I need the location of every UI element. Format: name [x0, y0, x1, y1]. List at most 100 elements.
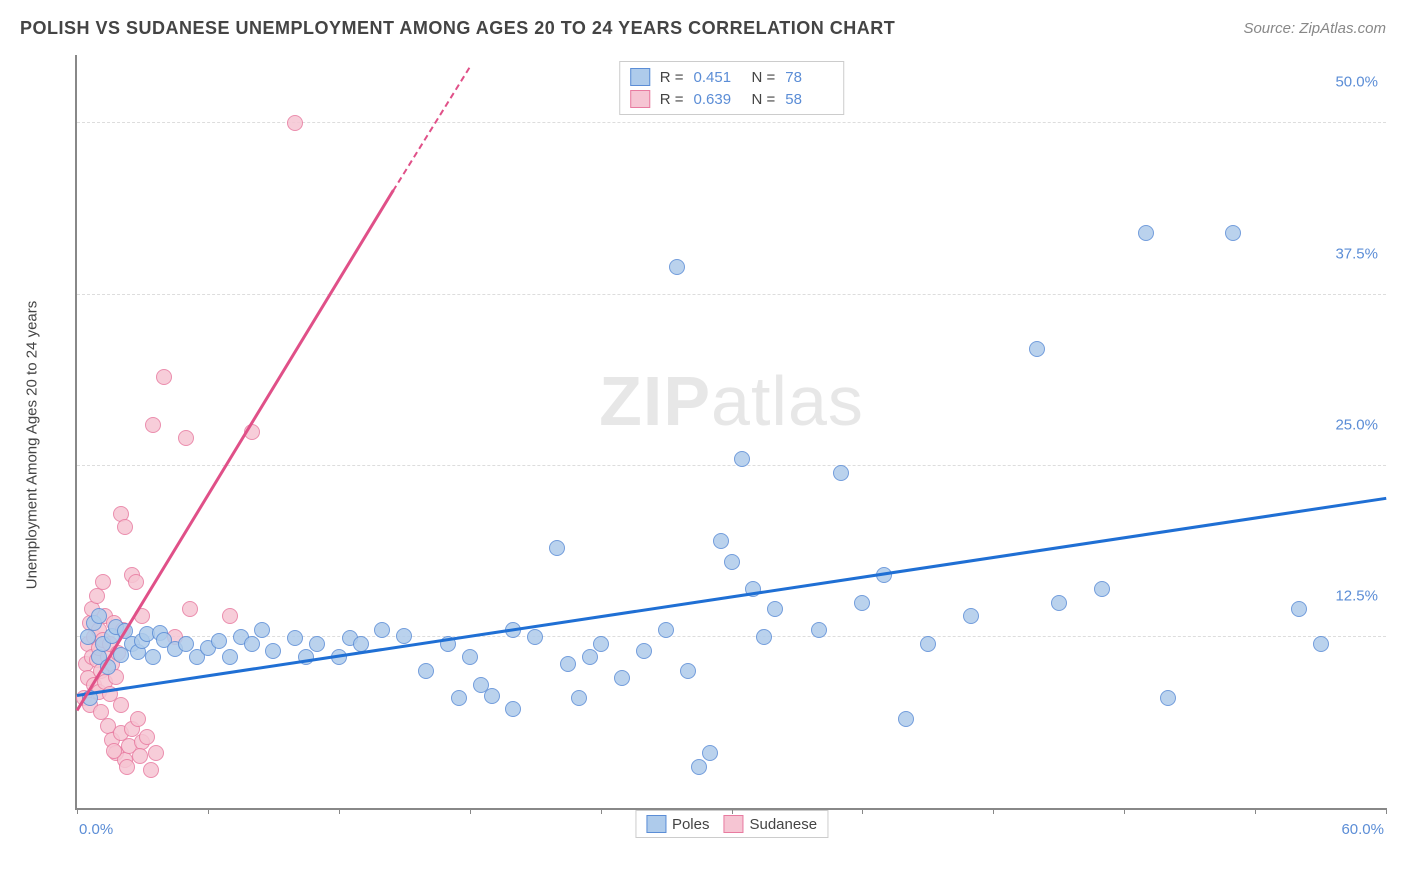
- gridline: [77, 636, 1386, 637]
- data-point: [582, 649, 598, 665]
- data-point: [527, 629, 543, 645]
- data-point: [418, 663, 434, 679]
- swatch-poles: [630, 68, 650, 86]
- gridline: [77, 465, 1386, 466]
- data-point: [1051, 595, 1067, 611]
- n-label: N =: [752, 69, 776, 86]
- data-point: [128, 574, 144, 590]
- data-point: [178, 430, 194, 446]
- data-point: [1094, 581, 1110, 597]
- data-point: [734, 451, 750, 467]
- data-point: [680, 663, 696, 679]
- data-point: [691, 759, 707, 775]
- data-point: [451, 690, 467, 706]
- source-label: Source: ZipAtlas.com: [1243, 20, 1386, 37]
- watermark: ZIPatlas: [599, 361, 864, 441]
- data-point: [1160, 690, 1176, 706]
- data-point: [91, 608, 107, 624]
- n-label: N =: [752, 91, 776, 108]
- data-point: [95, 574, 111, 590]
- data-point: [309, 636, 325, 652]
- data-point: [462, 649, 478, 665]
- data-point: [287, 630, 303, 646]
- r-label: R =: [660, 69, 684, 86]
- plot-region: ZIPatlas R = 0.451 N = 78 R = 0.639 N = …: [75, 55, 1386, 810]
- data-point: [505, 701, 521, 717]
- r-label: R =: [660, 91, 684, 108]
- data-point: [156, 369, 172, 385]
- y-axis-label: Unemployment Among Ages 20 to 24 years: [24, 301, 41, 590]
- data-point: [1138, 225, 1154, 241]
- x-tick-mark: [208, 808, 209, 814]
- data-point: [756, 629, 772, 645]
- stats-row-poles: R = 0.451 N = 78: [630, 66, 834, 88]
- legend-label-poles: Poles: [672, 816, 710, 833]
- r-value-sudanese: 0.639: [694, 91, 742, 108]
- data-point: [396, 628, 412, 644]
- trend-line: [392, 67, 470, 191]
- data-point: [658, 622, 674, 638]
- swatch-sudanese: [630, 90, 650, 108]
- x-tick-max: 60.0%: [1341, 821, 1384, 838]
- data-point: [106, 743, 122, 759]
- legend: Poles Sudanese: [635, 810, 828, 838]
- x-tick-mark: [339, 808, 340, 814]
- data-point: [963, 608, 979, 624]
- data-point: [571, 690, 587, 706]
- trend-line: [77, 497, 1386, 697]
- legend-item-poles: Poles: [646, 815, 710, 833]
- data-point: [1291, 601, 1307, 617]
- data-point: [222, 608, 238, 624]
- data-point: [148, 745, 164, 761]
- legend-item-sudanese: Sudanese: [723, 815, 817, 833]
- legend-swatch-poles: [646, 815, 666, 833]
- data-point: [80, 629, 96, 645]
- x-tick-mark: [993, 808, 994, 814]
- data-point: [767, 601, 783, 617]
- data-point: [211, 633, 227, 649]
- data-point: [1029, 341, 1045, 357]
- data-point: [117, 519, 133, 535]
- data-point: [833, 465, 849, 481]
- x-tick-min: 0.0%: [79, 821, 113, 838]
- x-tick-mark: [862, 808, 863, 814]
- y-tick-label: 37.5%: [1335, 245, 1378, 262]
- legend-swatch-sudanese: [723, 815, 743, 833]
- data-point: [560, 656, 576, 672]
- data-point: [182, 601, 198, 617]
- x-tick-mark: [1255, 808, 1256, 814]
- data-point: [920, 636, 936, 652]
- n-value-sudanese: 58: [785, 91, 833, 108]
- chart-area: Unemployment Among Ages 20 to 24 years Z…: [50, 55, 1386, 835]
- data-point: [614, 670, 630, 686]
- chart-title: POLISH VS SUDANESE UNEMPLOYMENT AMONG AG…: [20, 18, 895, 39]
- data-point: [119, 759, 135, 775]
- data-point: [713, 533, 729, 549]
- gridline: [77, 294, 1386, 295]
- r-value-poles: 0.451: [694, 69, 742, 86]
- stats-box: R = 0.451 N = 78 R = 0.639 N = 58: [619, 61, 845, 115]
- y-tick-label: 12.5%: [1335, 587, 1378, 604]
- y-tick-label: 25.0%: [1335, 416, 1378, 433]
- watermark-zip: ZIP: [599, 362, 711, 440]
- data-point: [636, 643, 652, 659]
- data-point: [89, 588, 105, 604]
- data-point: [484, 688, 500, 704]
- data-point: [113, 697, 129, 713]
- data-point: [898, 711, 914, 727]
- stats-row-sudanese: R = 0.639 N = 58: [630, 88, 834, 110]
- data-point: [178, 636, 194, 652]
- data-point: [130, 711, 146, 727]
- data-point: [265, 643, 281, 659]
- data-point: [549, 540, 565, 556]
- data-point: [222, 649, 238, 665]
- data-point: [1313, 636, 1329, 652]
- data-point: [811, 622, 827, 638]
- data-point: [143, 762, 159, 778]
- data-point: [145, 649, 161, 665]
- watermark-atlas: atlas: [711, 362, 864, 440]
- data-point: [132, 748, 148, 764]
- x-tick-mark: [601, 808, 602, 814]
- x-tick-mark: [732, 808, 733, 814]
- data-point: [854, 595, 870, 611]
